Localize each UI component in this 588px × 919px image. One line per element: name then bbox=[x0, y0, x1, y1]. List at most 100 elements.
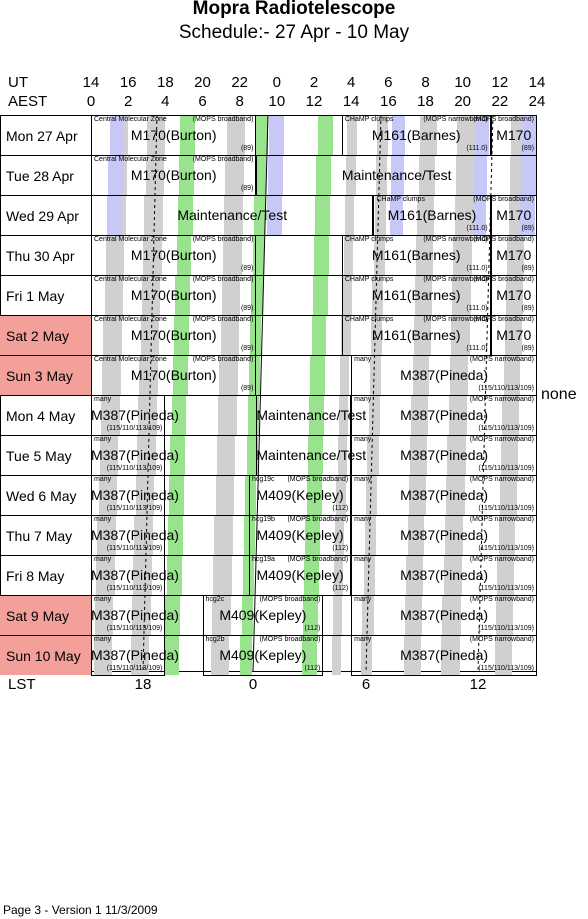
block-mode-label: (MOPS narrowband) bbox=[469, 476, 534, 483]
block-project-label: M161(Barnes) bbox=[371, 127, 461, 143]
grey-band bbox=[499, 475, 517, 515]
block-code-label: (115/110/113/109) bbox=[106, 665, 163, 672]
grey-band bbox=[441, 635, 460, 675]
block-code-label: (115/110/113/109) bbox=[106, 425, 163, 432]
block-project-label: M409(Kepley) bbox=[219, 607, 307, 623]
grey-band bbox=[224, 195, 243, 235]
block-source-label: CHaMP clumps bbox=[376, 196, 425, 203]
grey-band bbox=[411, 395, 429, 435]
grey-band bbox=[102, 355, 121, 395]
block-source-label: CHaMP clumps bbox=[344, 116, 394, 123]
aest-tick: 6 bbox=[198, 93, 207, 110]
ut-tick: 0 bbox=[272, 74, 281, 91]
green-band bbox=[174, 315, 189, 355]
grey-band bbox=[335, 515, 345, 555]
green-band bbox=[175, 275, 191, 315]
grey-band bbox=[503, 355, 521, 395]
grey-band bbox=[210, 635, 230, 675]
block-project-label: M170(Burton) bbox=[130, 367, 217, 383]
block-mode-label: (MOPS narrowband) bbox=[423, 276, 488, 283]
grey-band bbox=[218, 395, 237, 435]
block-source-label: many bbox=[354, 556, 372, 563]
grey-band bbox=[377, 115, 389, 155]
block-mode-label: (MOPS narrowband) bbox=[469, 556, 534, 563]
grey-band bbox=[213, 555, 232, 595]
block-project-label: M161(Barnes) bbox=[371, 287, 461, 303]
green-band bbox=[302, 595, 318, 635]
grey-band bbox=[413, 315, 431, 355]
block-source-label: many bbox=[354, 356, 372, 363]
grey-band bbox=[338, 395, 349, 435]
block-project-label: M170 bbox=[496, 247, 532, 263]
aest-tick: 14 bbox=[342, 93, 360, 110]
green-band bbox=[314, 235, 329, 275]
block-mode-label: (MOPS broadband) bbox=[287, 556, 349, 563]
green-band bbox=[304, 555, 320, 595]
grey-band bbox=[497, 555, 515, 595]
block-project-label: M387(Pineda) bbox=[400, 487, 489, 503]
block-code-label: (111.0) bbox=[466, 345, 488, 352]
block-project-label: M161(Barnes) bbox=[387, 207, 477, 223]
block-project-label: Maintenance/Test bbox=[256, 447, 367, 463]
grey-band bbox=[333, 555, 344, 595]
grey-band bbox=[105, 235, 125, 275]
grey-band bbox=[104, 275, 124, 315]
green-band bbox=[245, 475, 257, 515]
aest-tick: 12 bbox=[305, 93, 323, 110]
ut-tick: 20 bbox=[194, 74, 211, 91]
row-divider bbox=[0, 355, 537, 356]
block-project-label: M387(Pineda) bbox=[400, 567, 489, 583]
page-title: Mopra Radiotelescope bbox=[192, 0, 396, 19]
block-source-label: many bbox=[94, 636, 112, 643]
block-code-label: (115/110/113/109) bbox=[478, 465, 534, 472]
block-code-label: (115/110/113/109) bbox=[478, 585, 534, 592]
none-label: none bbox=[541, 386, 577, 403]
block-source-label: many bbox=[94, 396, 112, 403]
grey-band bbox=[448, 395, 468, 435]
block-source-label: many bbox=[354, 516, 372, 523]
block-code-label: (111.0) bbox=[466, 305, 488, 312]
green-band bbox=[317, 115, 333, 155]
block-mode-label: (MOPS broadband) bbox=[259, 636, 321, 643]
grey-band bbox=[222, 235, 242, 275]
grey-band bbox=[341, 315, 351, 355]
grey-band bbox=[344, 195, 355, 235]
grey-band bbox=[219, 355, 238, 395]
block-project-label: M170(Burton) bbox=[130, 287, 217, 303]
grey-band bbox=[342, 275, 352, 315]
block-mode-label: (MOPS narrowband) bbox=[423, 236, 488, 243]
block-project-label: M387(Pineda) bbox=[91, 527, 179, 543]
day-row-label: Thu 30 Apr bbox=[0, 235, 91, 275]
lst-tick: 18 bbox=[134, 676, 152, 693]
day-row-label: Sat 2 May bbox=[0, 315, 91, 355]
grey-band bbox=[502, 395, 520, 435]
block-source-label: Central Molecular Zone bbox=[94, 356, 167, 363]
schedule-block bbox=[91, 635, 166, 676]
green-band bbox=[316, 155, 332, 195]
lavender-band bbox=[392, 115, 406, 155]
lst-tick: 6 bbox=[361, 676, 371, 693]
block-code-label: (115/110/113/109) bbox=[478, 505, 534, 512]
block-source-label: hcg2b bbox=[205, 636, 225, 643]
green-band bbox=[164, 635, 180, 675]
block-source-label: hcg19a bbox=[251, 556, 275, 563]
block-project-label: M387(Pineda) bbox=[400, 647, 489, 663]
block-source-label: CHaMP clumps bbox=[344, 316, 394, 323]
block-mode-label: (MOPS broadband) bbox=[473, 316, 534, 323]
grey-band bbox=[412, 355, 430, 395]
green-band bbox=[169, 475, 185, 515]
block-mode-label: (MOPS narrowband) bbox=[423, 316, 488, 323]
grey-band bbox=[99, 435, 119, 475]
block-code-label: (89) bbox=[240, 385, 254, 392]
block-mode-label: (MOPS broadband) bbox=[192, 236, 254, 243]
grey-band bbox=[407, 515, 425, 555]
block-source-label: many bbox=[94, 476, 112, 483]
block-mode-label: (MOPS broadband) bbox=[287, 516, 349, 523]
block-code-label: (115/110/113/109) bbox=[106, 585, 163, 592]
green-band bbox=[167, 515, 183, 555]
green-band bbox=[310, 355, 326, 395]
grey-band bbox=[506, 275, 523, 315]
block-mode-label: (MOPS broadband) bbox=[473, 236, 534, 243]
ut-tick: 6 bbox=[384, 74, 393, 91]
day-row-label: Fri 8 May bbox=[0, 555, 91, 595]
